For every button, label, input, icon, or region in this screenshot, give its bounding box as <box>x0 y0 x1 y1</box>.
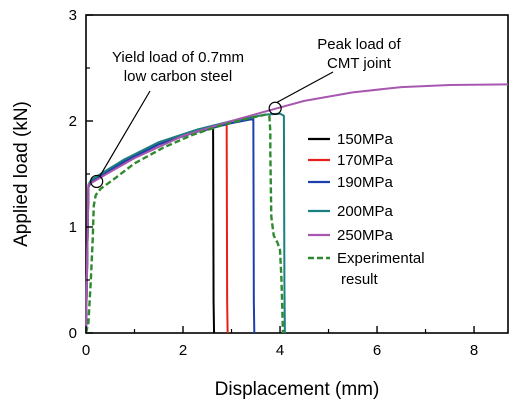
annotation-text-yield: Yield load of 0.7mm <box>112 49 244 66</box>
series-line-experimental-result <box>84 113 285 334</box>
x-tick-label: 2 <box>179 342 187 359</box>
legend-label: 170MPa <box>337 152 394 169</box>
series-line-200mpa <box>85 112 286 334</box>
annotation-text-yield: low carbon steel <box>124 68 232 85</box>
y-tick-label: 1 <box>69 219 77 236</box>
axes: 0 2 4 6 8 0 1 2 3 Displacement (mm) Applied load (… <box>11 7 478 400</box>
annotation-leader-yield <box>99 90 151 177</box>
annotation-layer: Yield load of 0.7mm low carbon steel Peak … <box>90 36 402 189</box>
y-axis-label: Applied load (kN) <box>11 101 32 247</box>
annotation-marker-yield <box>90 174 104 189</box>
legend-label: 150MPa <box>337 131 394 148</box>
annotation-text-peak: CMT joint <box>327 55 392 72</box>
y-tick-label: 0 <box>69 325 77 342</box>
annotation-leader-peak <box>276 71 334 103</box>
y-tick-label: 3 <box>69 7 77 24</box>
series-line-170mpa <box>85 123 229 334</box>
legend: 150MPa 170MPa 190MPa 200MPa 250MPa Experiment… <box>308 131 425 288</box>
x-tick-label: 8 <box>470 342 478 359</box>
x-axis-label: Displacement (mm) <box>215 379 380 400</box>
series-layer <box>84 83 509 334</box>
legend-label: 190MPa <box>337 174 394 191</box>
y-tick-label: 2 <box>69 113 77 130</box>
annotation-marker-peak <box>268 101 282 115</box>
legend-label: result <box>341 271 379 288</box>
series-line-190mpa <box>85 117 256 334</box>
series-line-250mpa <box>85 83 509 334</box>
x-tick-label: 4 <box>276 342 284 359</box>
x-tick-label: 6 <box>373 342 381 359</box>
x-tick-label: 0 <box>82 342 90 359</box>
annotation-text-peak: Peak load of <box>317 36 401 53</box>
legend-label: 250MPa <box>337 227 394 244</box>
series-line-150mpa <box>85 127 216 334</box>
legend-label: Experimental <box>337 250 425 267</box>
legend-label: 200MPa <box>337 203 394 220</box>
